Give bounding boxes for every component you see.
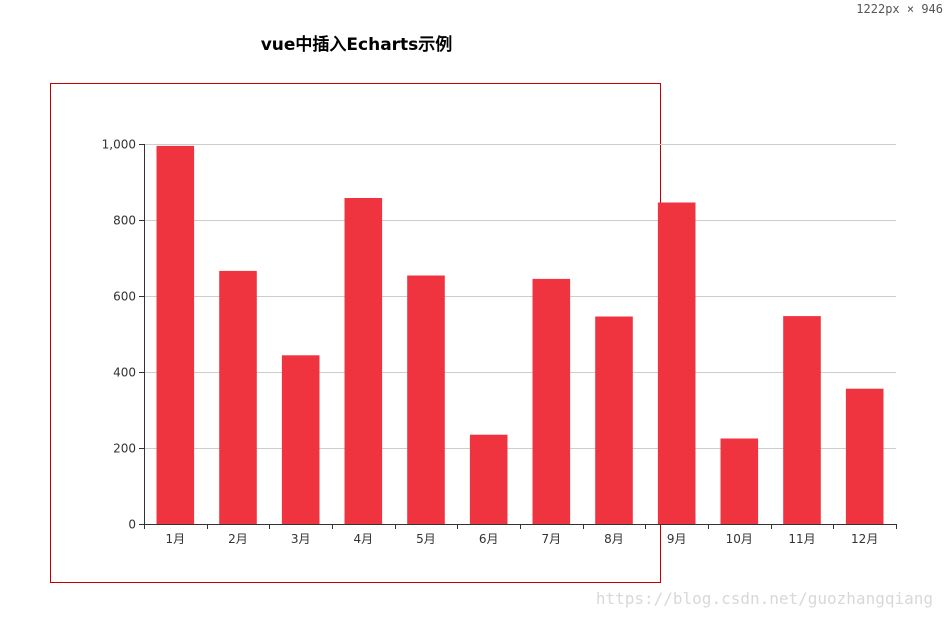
x-tick-label: 2月 xyxy=(228,532,248,546)
bar[interactable] xyxy=(532,278,571,524)
x-tick-label: 9月 xyxy=(667,532,687,546)
bar[interactable] xyxy=(156,145,195,524)
x-tick-label: 6月 xyxy=(479,532,499,546)
x-tick-label: 5月 xyxy=(416,532,436,546)
x-tick-label: 8月 xyxy=(604,532,624,546)
tick-labels: 0 200 400 600 800 1,000 1月 2月 3月 4月 5月 6月 7月 8月 9月 10月 1… xyxy=(102,138,879,547)
bars xyxy=(156,145,884,525)
x-tick-label: 3月 xyxy=(291,532,311,546)
axes xyxy=(139,144,897,529)
y-tick-label: 200 xyxy=(113,442,136,456)
y-tick-label: 800 xyxy=(113,214,136,228)
bar[interactable] xyxy=(595,316,633,525)
y-tick-label: 1,000 xyxy=(102,138,136,152)
bar[interactable] xyxy=(219,270,257,524)
bar[interactable] xyxy=(657,202,696,525)
x-tick-label: 10月 xyxy=(726,532,753,546)
page-title: vue中插入Echarts示例 xyxy=(260,35,453,55)
watermark: https://blog.csdn.net/guozhangqiang xyxy=(595,589,933,608)
bar[interactable] xyxy=(845,388,884,524)
bar[interactable] xyxy=(783,316,821,524)
grid-lines xyxy=(144,144,896,449)
bar[interactable] xyxy=(407,275,445,525)
bar[interactable] xyxy=(469,434,508,524)
x-tick-label: 11月 xyxy=(788,532,815,546)
bar[interactable] xyxy=(344,198,383,524)
x-tick-label: 12月 xyxy=(851,532,878,546)
y-tick-label: 0 xyxy=(128,518,136,532)
y-tick-label: 400 xyxy=(113,366,136,380)
dimensions-label: 1222px × 946 xyxy=(856,2,943,16)
x-tick-label: 4月 xyxy=(353,532,373,546)
y-tick-label: 600 xyxy=(113,290,136,304)
bar[interactable] xyxy=(720,438,759,525)
x-tick-label: 1月 xyxy=(165,532,185,546)
x-tick-label: 7月 xyxy=(541,532,561,546)
bar[interactable] xyxy=(281,355,320,524)
